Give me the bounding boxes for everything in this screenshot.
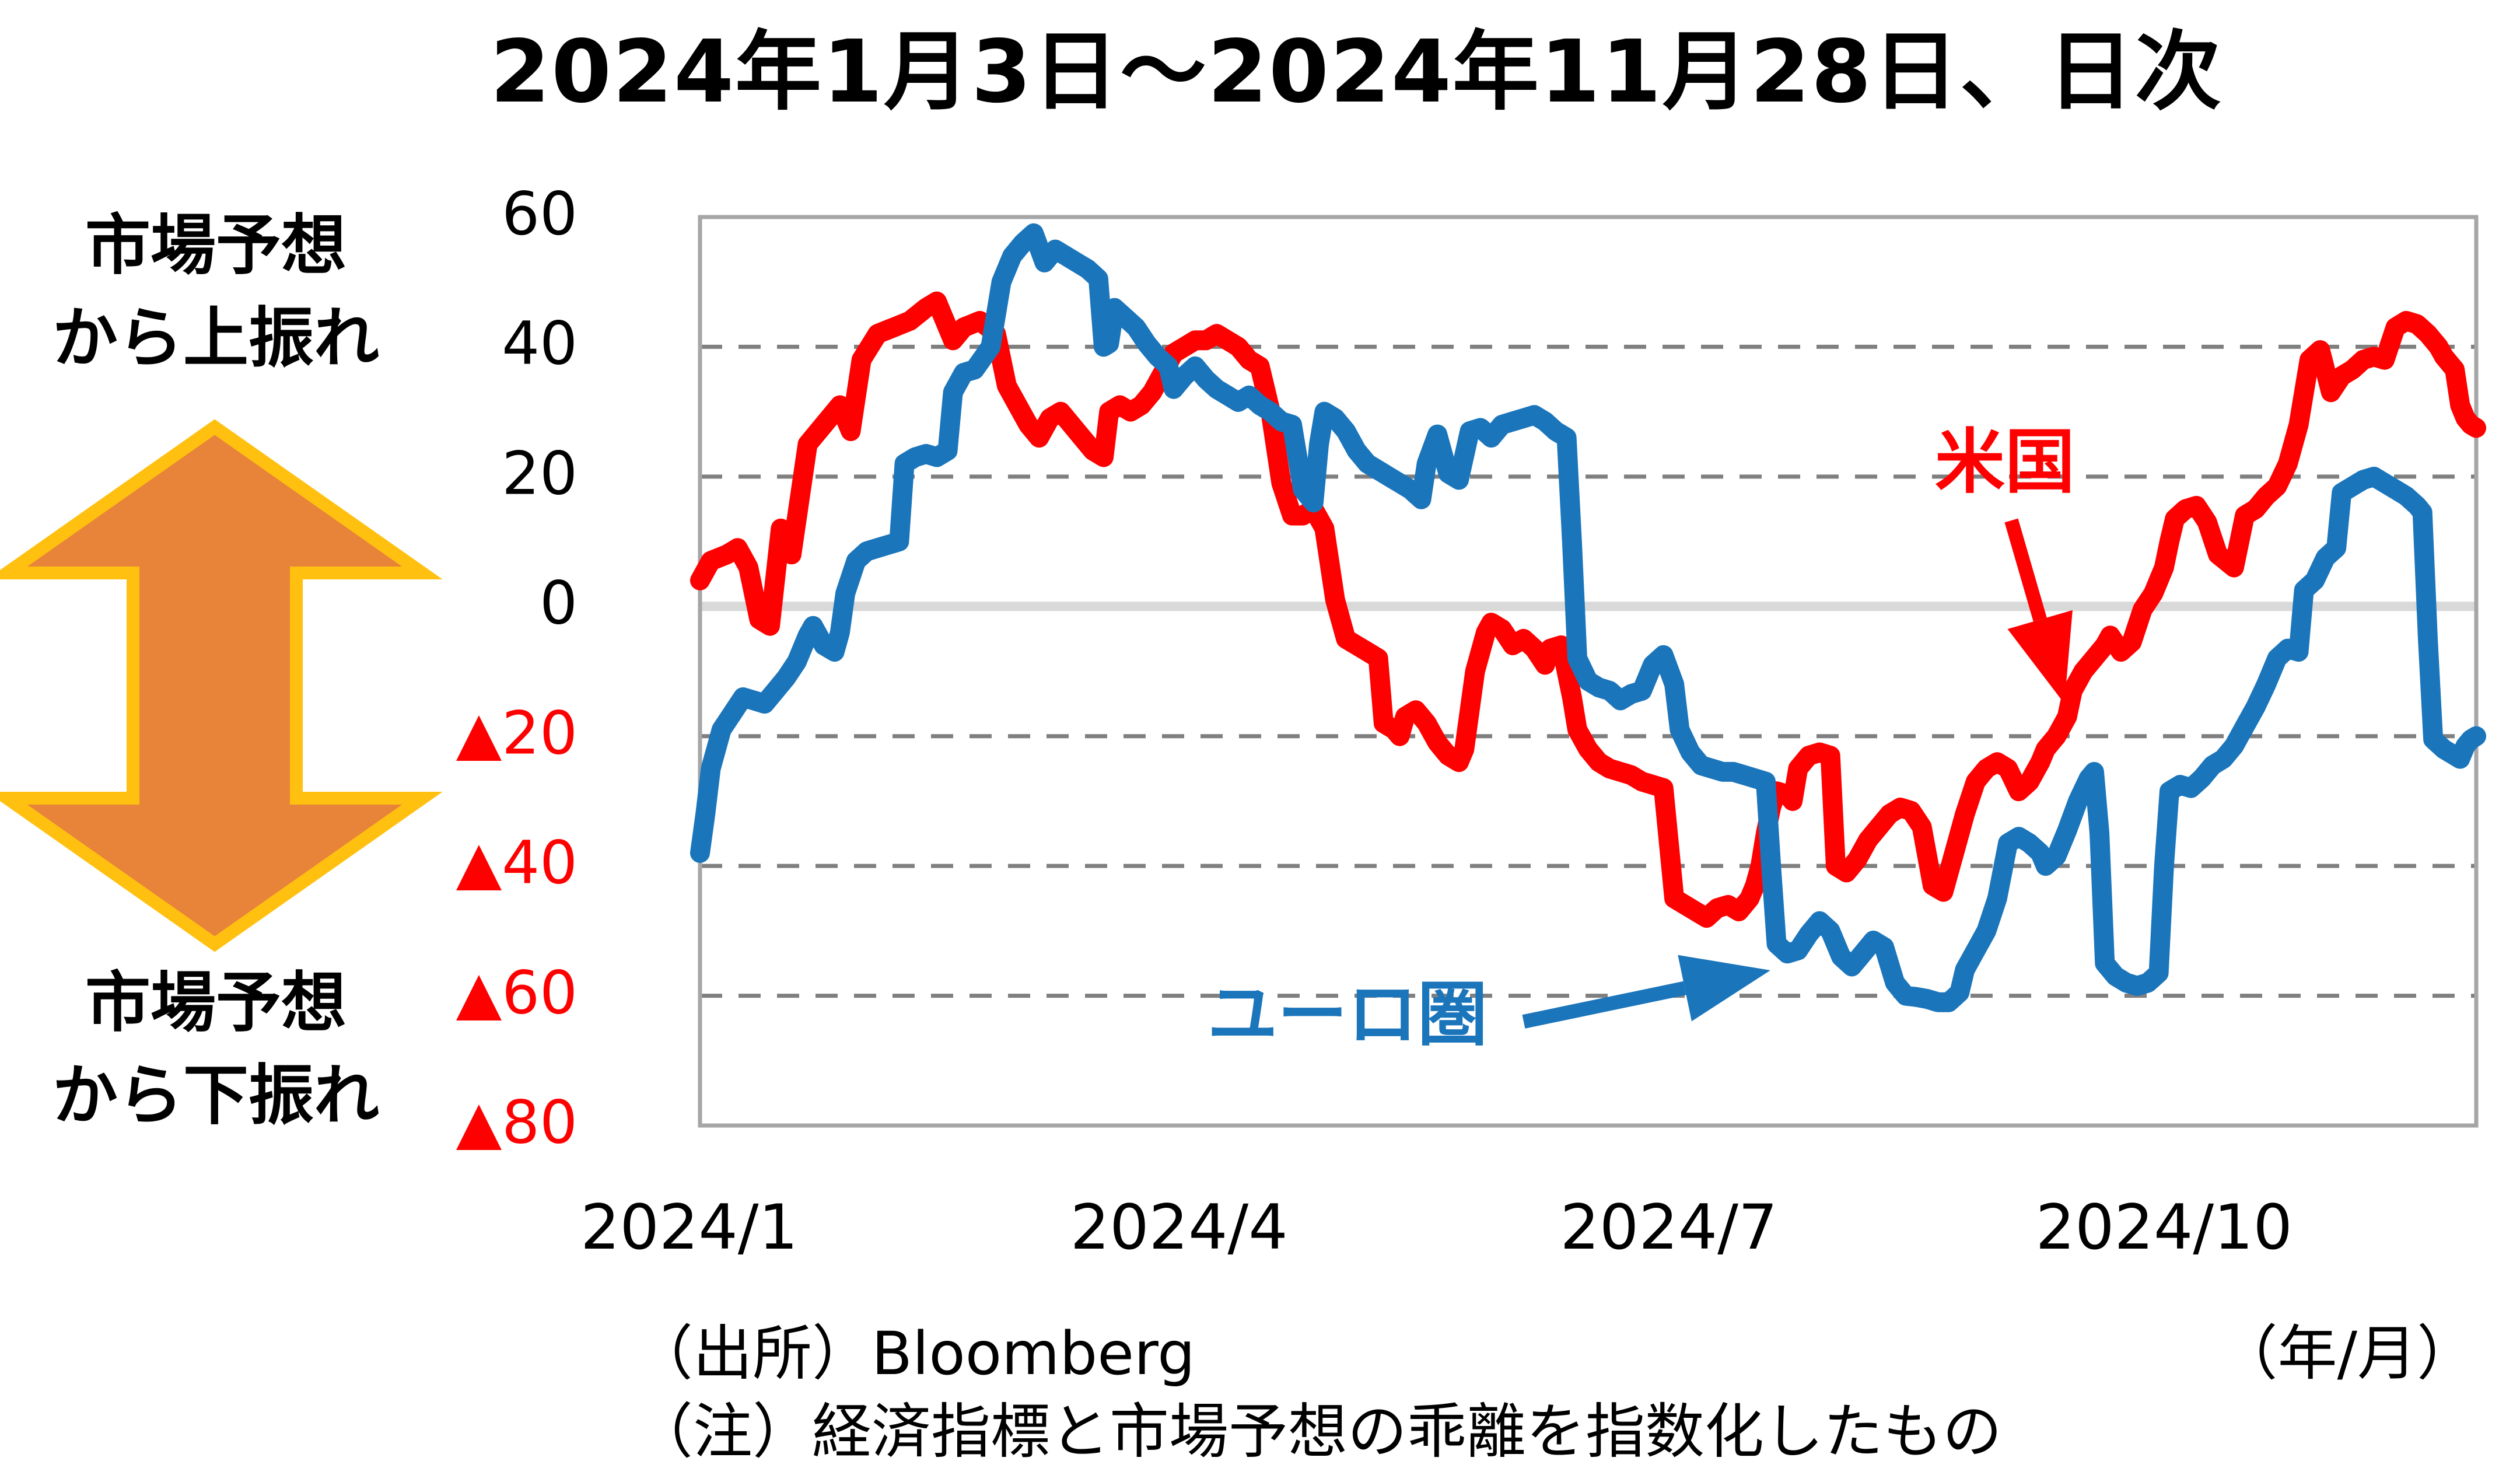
y-axis-label: ▲80 [456,1088,578,1158]
upside-annotation-line2: から上振れ [52,300,379,377]
downside-annotation: 市場予想 から下振れ [0,957,432,1142]
x-axis-label: 2024/7 [1560,1191,1778,1263]
y-axis-label: 60 [502,179,578,249]
euro-series-label: ユーロ圏 [1208,974,1488,1055]
chart-title: 2024年1月3日～2024年11月28日、日次 [490,22,2222,122]
us-series-label: 米国 [1935,422,2075,503]
y-axis-label: 0 [540,569,578,639]
us-label-arrow-head [2007,610,2073,704]
y-axis-label: ▲60 [456,958,578,1028]
euro-series-line [690,223,2486,1012]
euro-label-arrow-head [1678,955,1770,1022]
downside-annotation-line1: 市場予想 [85,965,346,1041]
euro-label-arrow-shaft [1522,981,1686,1029]
downside-annotation-line2: から下振れ [52,1058,379,1134]
upside-annotation-line1: 市場予想 [85,208,346,284]
y-axis-label: 40 [502,309,578,379]
y-axis-label: ▲40 [456,828,578,898]
method-note: （注）経済指標と市場予想の乖離を指数化したもの [634,1397,2002,1467]
axis-unit-label: （年/月） [2218,1319,2476,1389]
x-axis-label: 2024/1 [580,1191,798,1263]
us-label-arrow-shaft [2004,518,2047,622]
source-note: （出所）Bloomberg [634,1319,1195,1389]
us-series-line [690,291,2486,928]
x-axis-label: 2024/4 [1070,1191,1288,1263]
upside-annotation: 市場予想 から上振れ [0,200,432,385]
y-axis-label: ▲20 [456,698,578,768]
y-axis-label: 20 [502,439,578,509]
up-down-arrow-icon [0,419,443,952]
plot-border [698,215,2479,1128]
x-axis-label: 2024/10 [2035,1191,2292,1263]
